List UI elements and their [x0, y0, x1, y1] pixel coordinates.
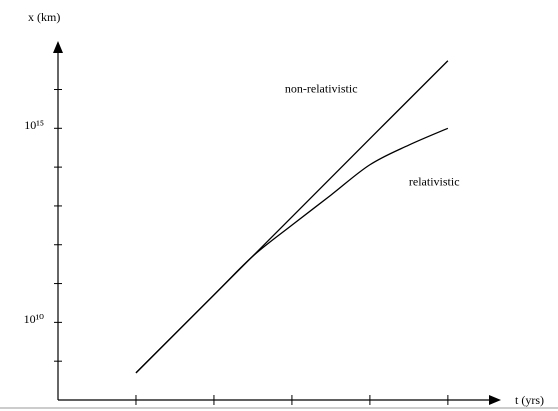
- x-axis-label: t (yrs): [515, 393, 544, 407]
- y-tick-label: 10¹⁰: [24, 312, 45, 326]
- y-axis-label: x (km): [28, 10, 60, 24]
- y-axis-arrow: [53, 41, 63, 53]
- y-tick-label: 10¹⁵: [24, 118, 44, 132]
- series-line: [135, 127, 449, 374]
- series-label: relativistic: [409, 175, 460, 189]
- x-axis-arrow: [489, 395, 501, 405]
- series-label: non-relativistic: [285, 81, 358, 95]
